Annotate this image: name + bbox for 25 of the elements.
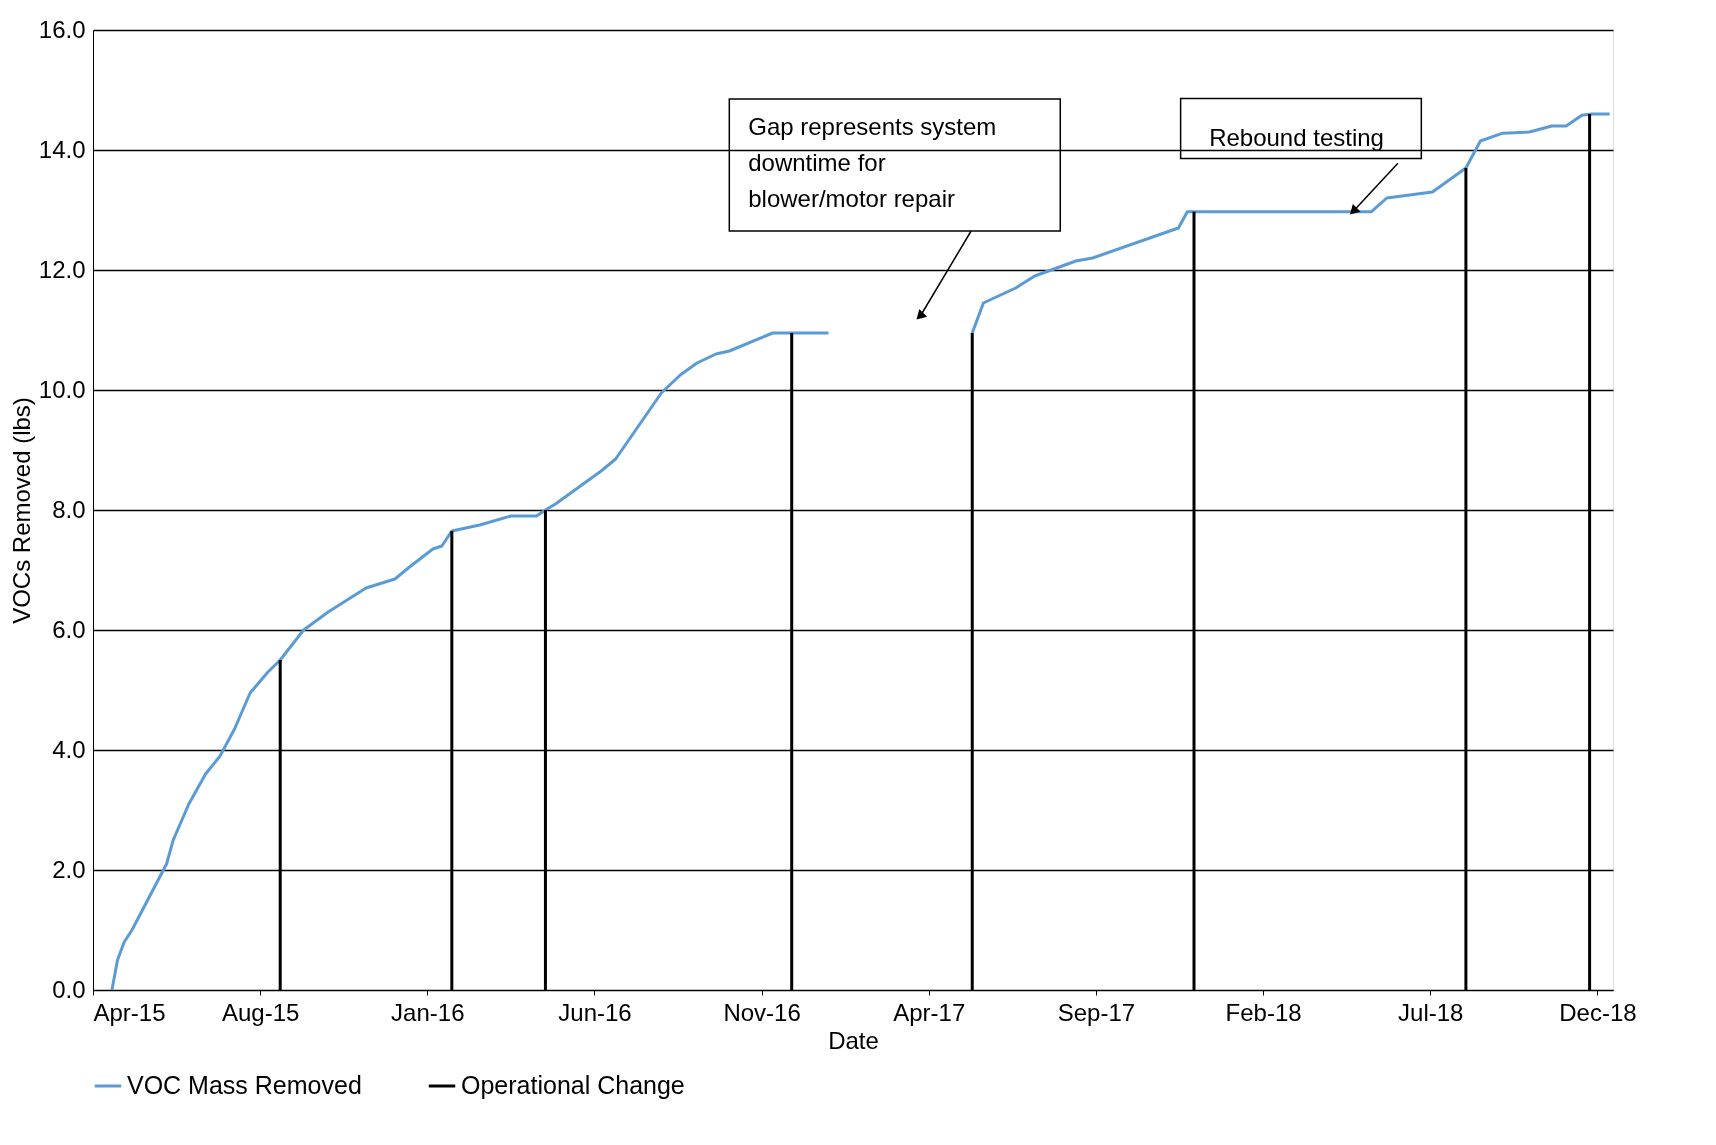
x-tick-label: Sep-17	[1057, 998, 1136, 1026]
legend-label: Operational Change	[461, 1071, 685, 1099]
x-axis-title: Date	[828, 1026, 879, 1054]
x-tick-label: Apr-15	[93, 998, 166, 1026]
y-tick-label: 0.0	[52, 975, 86, 1003]
x-tick-label: Jul-18	[1398, 998, 1464, 1026]
x-tick-label: Apr-17	[893, 998, 966, 1026]
annotation: Gap represents system downtime for blower/motor repair	[748, 112, 997, 212]
annotation: Rebound testing	[1209, 124, 1384, 152]
y-tick-label: 8.0	[52, 495, 86, 523]
x-tick-label: Aug-15	[221, 998, 300, 1026]
y-tick-label: 14.0	[38, 135, 86, 163]
x-tick-label: Jan-16	[391, 998, 465, 1026]
y-tick-label: 4.0	[52, 735, 86, 763]
y-tick-label: 12.0	[38, 255, 86, 283]
y-tick-label: 2.0	[52, 855, 86, 883]
x-tick-label: Feb-18	[1225, 998, 1302, 1026]
x-tick-label: Nov-16	[723, 998, 801, 1026]
y-tick-label: 6.0	[52, 615, 86, 643]
x-tick-label: Dec-18	[1559, 998, 1637, 1026]
y-tick-label: 10.0	[38, 375, 86, 403]
y-axis-title: VOCs Removed (lbs)	[7, 397, 35, 624]
x-tick-label: Jun-16	[558, 998, 632, 1026]
y-tick-label: 16.0	[38, 15, 86, 43]
legend-label: VOC Mass Removed	[127, 1071, 362, 1099]
